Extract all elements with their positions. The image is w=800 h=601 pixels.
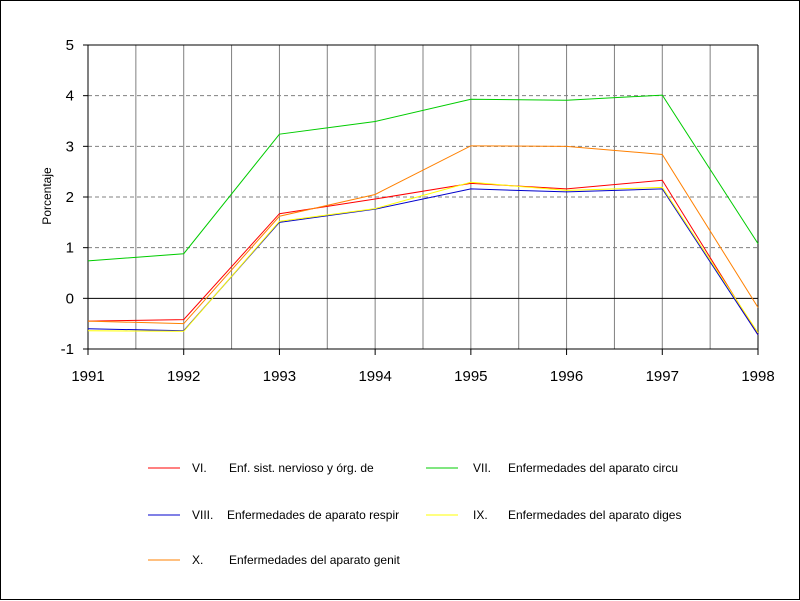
x-tick-label: 1994 (358, 368, 391, 385)
x-tick-label: 1996 (550, 368, 583, 385)
legend-code: X. (192, 553, 203, 567)
series-line (87, 179, 759, 336)
x-tick-label: 1997 (646, 368, 679, 385)
legend-code: IX. (473, 508, 488, 522)
legend: VI. Enf. sist. nervioso y órg. de VII. Enfe… (148, 461, 681, 567)
x-tick-label: 1992 (167, 368, 200, 385)
legend-label: Enfermedades de aparato respir (227, 508, 399, 522)
legend-label: Enf. sist. nervioso y órg. de (229, 461, 374, 475)
y-tick-label: 0 (66, 290, 74, 307)
series-line (87, 181, 759, 334)
y-tick-label: -1 (61, 341, 74, 358)
legend-code: VIII. (192, 508, 213, 522)
y-tick-label: 5 (66, 37, 74, 54)
x-tick-label: 1991 (71, 368, 104, 385)
y-tick-label: 4 (66, 88, 74, 105)
legend-label: Enfermedades del aparato genit (229, 553, 400, 567)
x-tick-label: 1995 (454, 368, 487, 385)
series-layer (87, 94, 759, 336)
y-tick-label: 2 (66, 189, 74, 206)
series-line (87, 94, 759, 262)
label-layer: 5 4 3 2 1 0 -1 1991 1992 1993 1994 1995 1996 1997 1998 (61, 37, 775, 385)
y-tick-label: 3 (66, 138, 74, 155)
legend-code: VII. (473, 461, 491, 475)
legend-label: Enfermedades del aparato diges (508, 508, 681, 522)
x-tick-label: 1993 (263, 368, 296, 385)
legend-label: Enfermedades del aparato circu (508, 461, 678, 475)
y-tick-label: 1 (66, 240, 74, 257)
y-axis-title: Porcentaje (40, 167, 54, 225)
x-tick-label: 1998 (741, 368, 774, 385)
series-line (87, 145, 759, 325)
legend-code: VI. (192, 461, 207, 475)
